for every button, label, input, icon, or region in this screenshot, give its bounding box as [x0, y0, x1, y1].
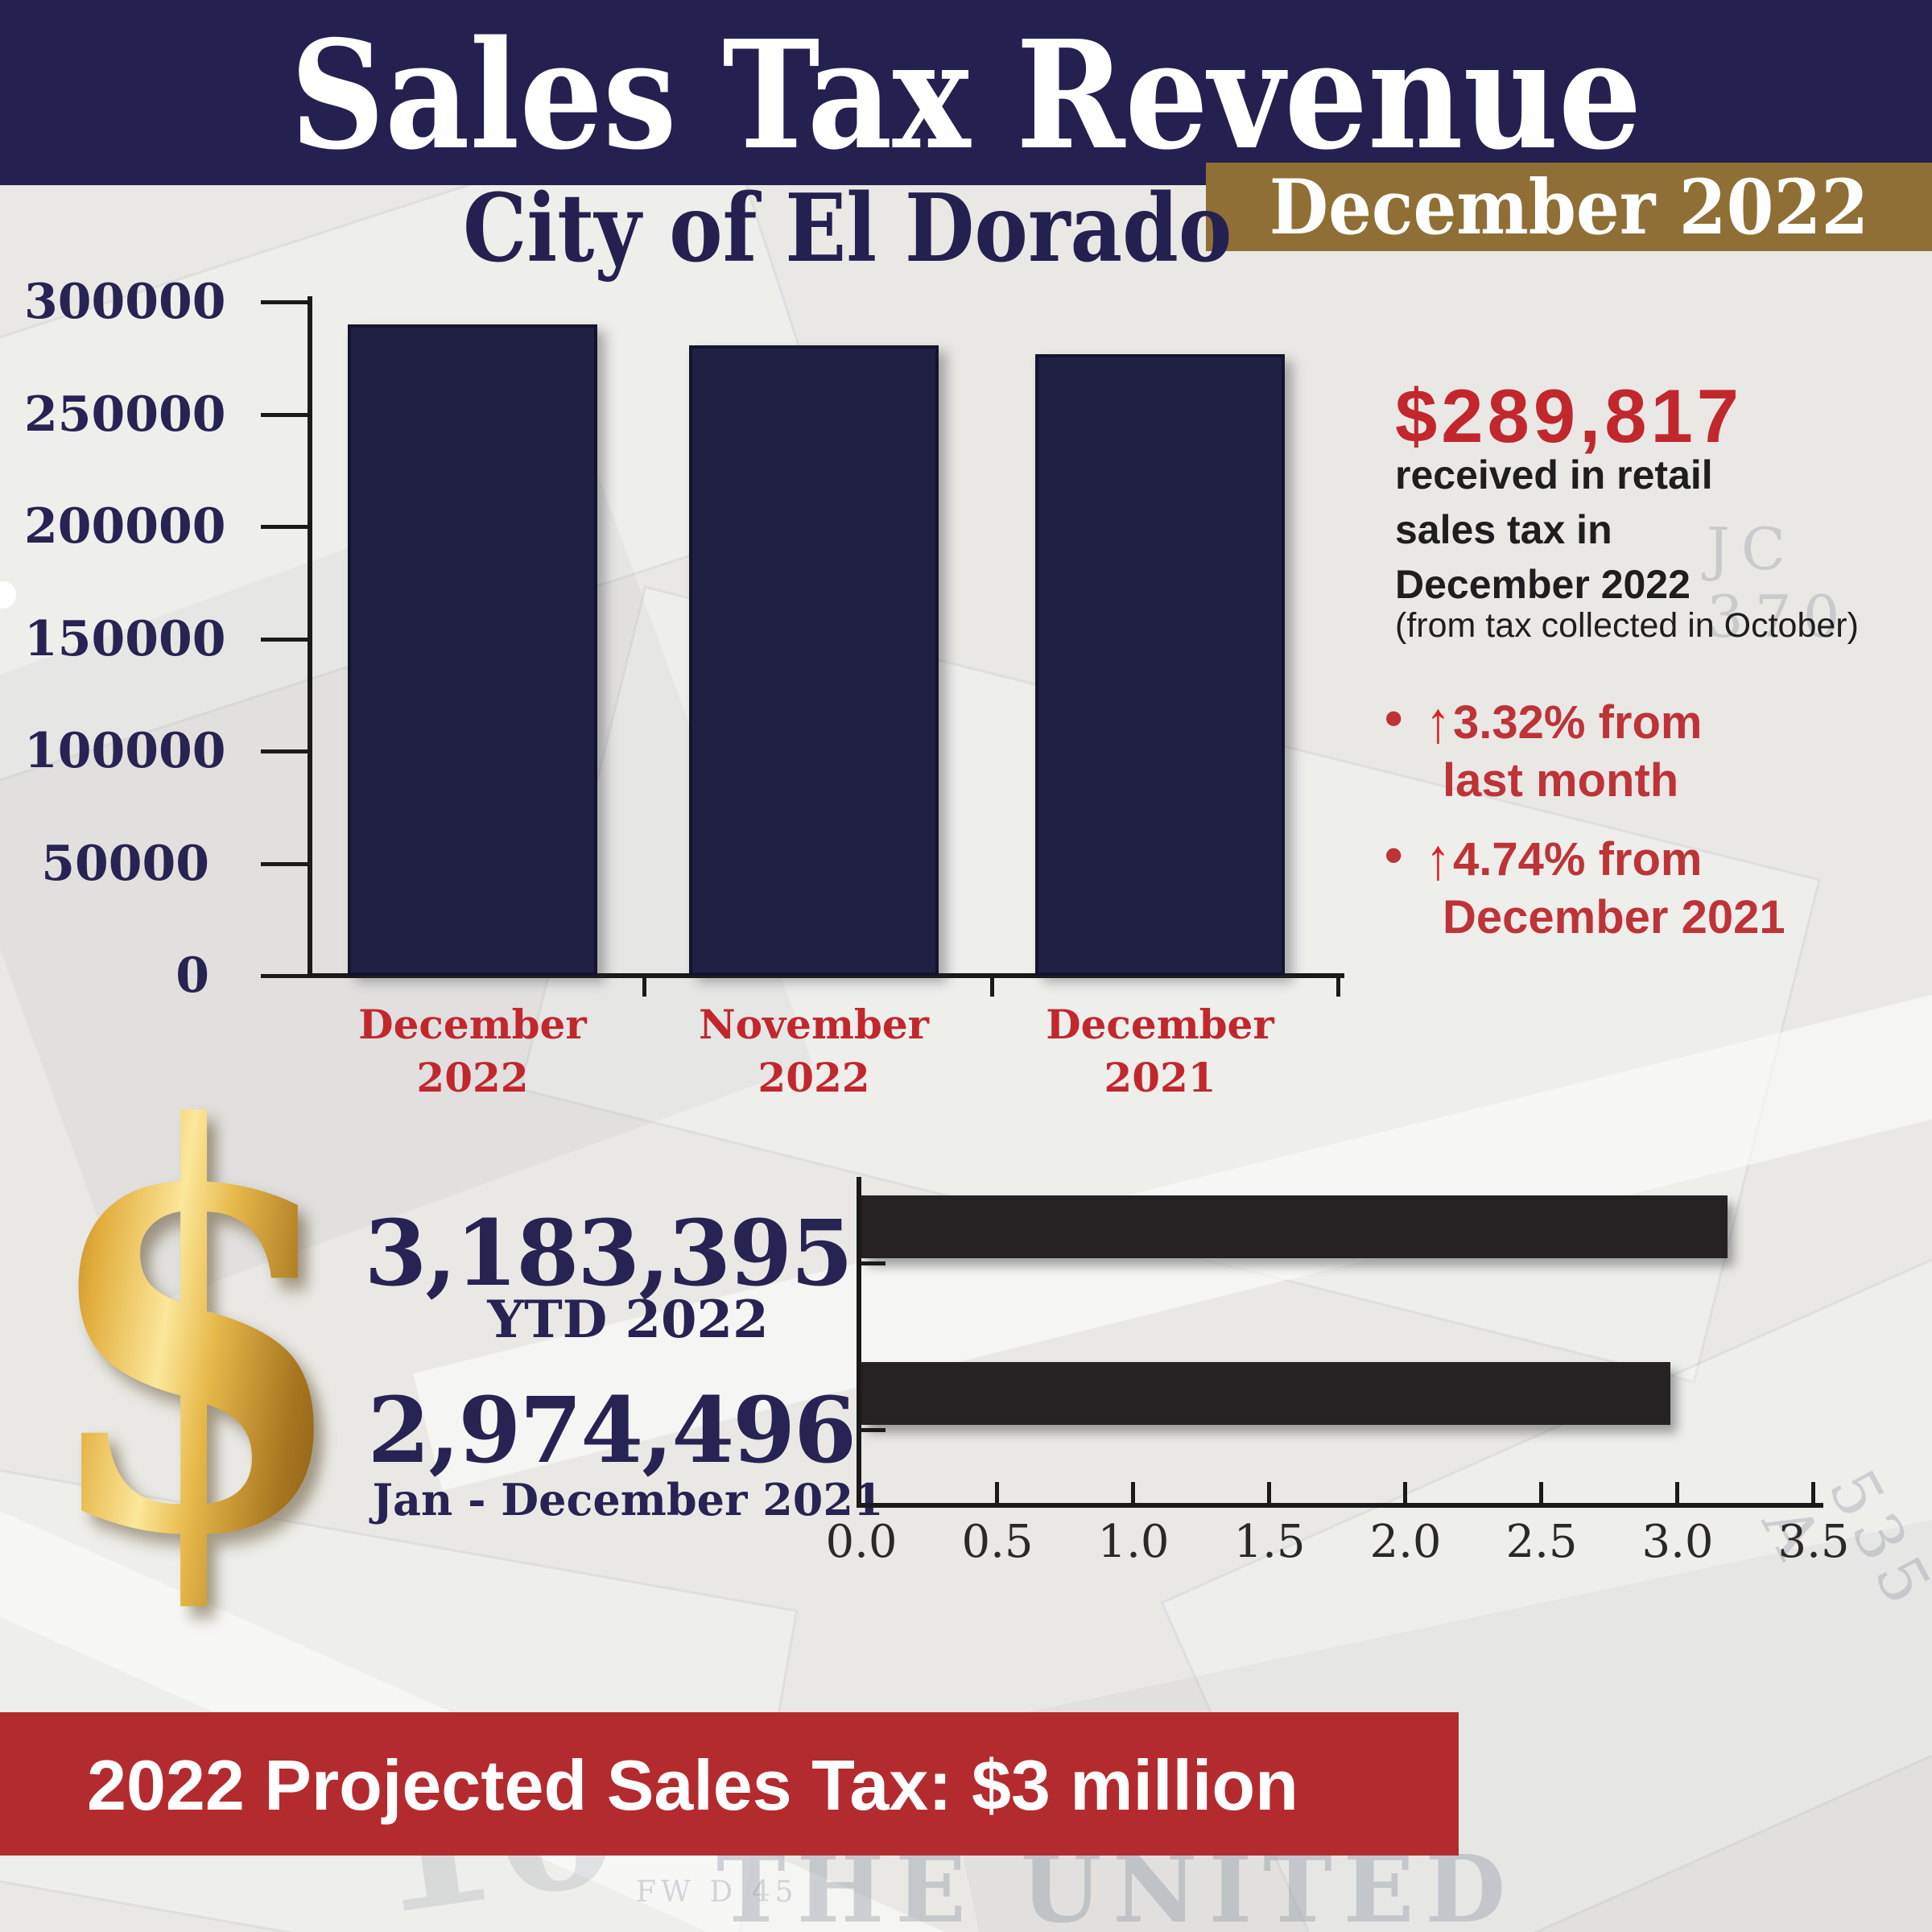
- x-axis-tick: [1267, 1482, 1271, 1503]
- amount-description: December 2022: [1395, 562, 1690, 607]
- category-label-line: 2022: [416, 1054, 529, 1101]
- x-axis-tick: [1131, 1482, 1135, 1503]
- bullet-text: 4.74% from: [1453, 833, 1703, 886]
- x-axis-tick-label: 2.5: [1505, 1516, 1578, 1568]
- bar-december-2021: [1035, 353, 1285, 976]
- projection-banner-text: 2022 Projected Sales Tax: $3 million: [87, 1745, 1298, 1825]
- projection-banner: 2022 Projected Sales Tax: $3 million: [0, 1712, 1459, 1856]
- x-axis-tick-label: 0.0: [825, 1516, 898, 1568]
- y-axis-tick: [261, 525, 308, 529]
- category-label-line: December: [358, 1001, 587, 1048]
- y-axis-tick: [261, 861, 308, 866]
- x-axis-tick: [995, 1482, 999, 1503]
- x-axis-tick: [1539, 1482, 1543, 1503]
- y-axis-bar-tick: [861, 1428, 886, 1432]
- y-axis-tick-label: 100000: [24, 723, 226, 779]
- bullet-dot-icon: •: [1385, 689, 1403, 747]
- x-axis-tick: [990, 976, 994, 997]
- y-axis-tick: [261, 300, 308, 304]
- category-label-line: 2022: [758, 1054, 870, 1101]
- ytd-2021-label: Jan - December 2021: [372, 1474, 884, 1525]
- y-axis-bar-tick: [861, 1261, 886, 1265]
- x-axis-category-label: November 2022: [637, 998, 991, 1104]
- x-axis-tick-label: 2.0: [1369, 1516, 1442, 1568]
- y-axis-tick-label: 0: [175, 947, 209, 1004]
- bar-november-2022: [689, 345, 939, 976]
- ytd-2022-value: 3,183,395: [364, 1201, 854, 1307]
- x-axis-tick-label: 3.0: [1641, 1516, 1714, 1568]
- category-label-line: 2021: [1104, 1054, 1216, 1101]
- x-axis-line: [857, 1503, 1823, 1508]
- category-label-line: November: [699, 1001, 929, 1048]
- bar-december-2022: [348, 324, 597, 976]
- x-axis-tick-label: 0.5: [961, 1516, 1034, 1568]
- amount-description: received in retail: [1395, 452, 1713, 497]
- y-axis-line: [857, 1177, 861, 1508]
- gold-dollar-icon: $: [39, 1013, 351, 1656]
- x-axis-tick-label: 1.5: [1233, 1516, 1306, 1568]
- ytd-2022-label: YTD 2022: [487, 1290, 769, 1350]
- y-axis-tick-label: 250000: [24, 386, 226, 443]
- bullet-text: last month: [1443, 754, 1679, 807]
- x-axis-tick-label: 3.5: [1777, 1516, 1850, 1568]
- x-axis-tick-label: 1.0: [1097, 1516, 1170, 1568]
- header-band: [0, 0, 1932, 185]
- category-label-line: December: [1046, 1001, 1274, 1048]
- y-axis-tick-label: 50000: [41, 835, 209, 892]
- y-axis-tick-label: 200000: [24, 498, 226, 555]
- y-axis-tick: [261, 974, 308, 978]
- y-axis-tick: [261, 412, 308, 417]
- up-arrow-icon: ↑: [1426, 689, 1451, 755]
- y-axis-tick-label: 300000: [24, 274, 226, 330]
- amount-received: $289,817: [1395, 374, 1744, 458]
- x-axis-category-label: December 2022: [295, 998, 650, 1104]
- ytd-2021-value: 2,974,496: [367, 1378, 857, 1484]
- x-axis-tick: [1403, 1482, 1407, 1503]
- bullet-dot-icon: •: [1385, 826, 1403, 884]
- x-axis-tick: [642, 976, 646, 997]
- x-axis-tick: [1811, 1482, 1815, 1503]
- bullet-change-last-year: • ↑4.74% from December 2021: [1385, 826, 1900, 947]
- bullet-change-last-month: • ↑3.32% from last month: [1385, 689, 1900, 810]
- x-axis-tick: [1336, 976, 1340, 997]
- x-axis-category-label: December 2021: [983, 998, 1337, 1104]
- bar-ytd-2022: [861, 1195, 1728, 1258]
- y-axis-line: [308, 296, 312, 978]
- bullet-text: December 2021: [1443, 891, 1785, 943]
- y-axis-tick: [261, 637, 308, 642]
- collection-note: (from tax collected in October): [1395, 606, 1859, 645]
- white-dot-decoration: [0, 581, 16, 609]
- up-arrow-icon: ↑: [1426, 826, 1451, 892]
- page-subtitle: City of El Dorado: [463, 174, 1232, 283]
- y-axis-tick-label: 150000: [24, 610, 226, 667]
- y-axis-tick: [261, 749, 308, 753]
- x-axis-tick: [1675, 1482, 1679, 1503]
- date-badge-label: December 2022: [1269, 163, 1869, 252]
- bullet-text: 3.32% from: [1453, 696, 1703, 749]
- bar-jan-december-2021: [861, 1362, 1670, 1425]
- x-axis-line: [308, 973, 1344, 978]
- page-title: Sales Tax Revenue: [290, 7, 1642, 183]
- date-badge: December 2022: [1206, 163, 1932, 252]
- amount-description: sales tax in: [1395, 507, 1612, 552]
